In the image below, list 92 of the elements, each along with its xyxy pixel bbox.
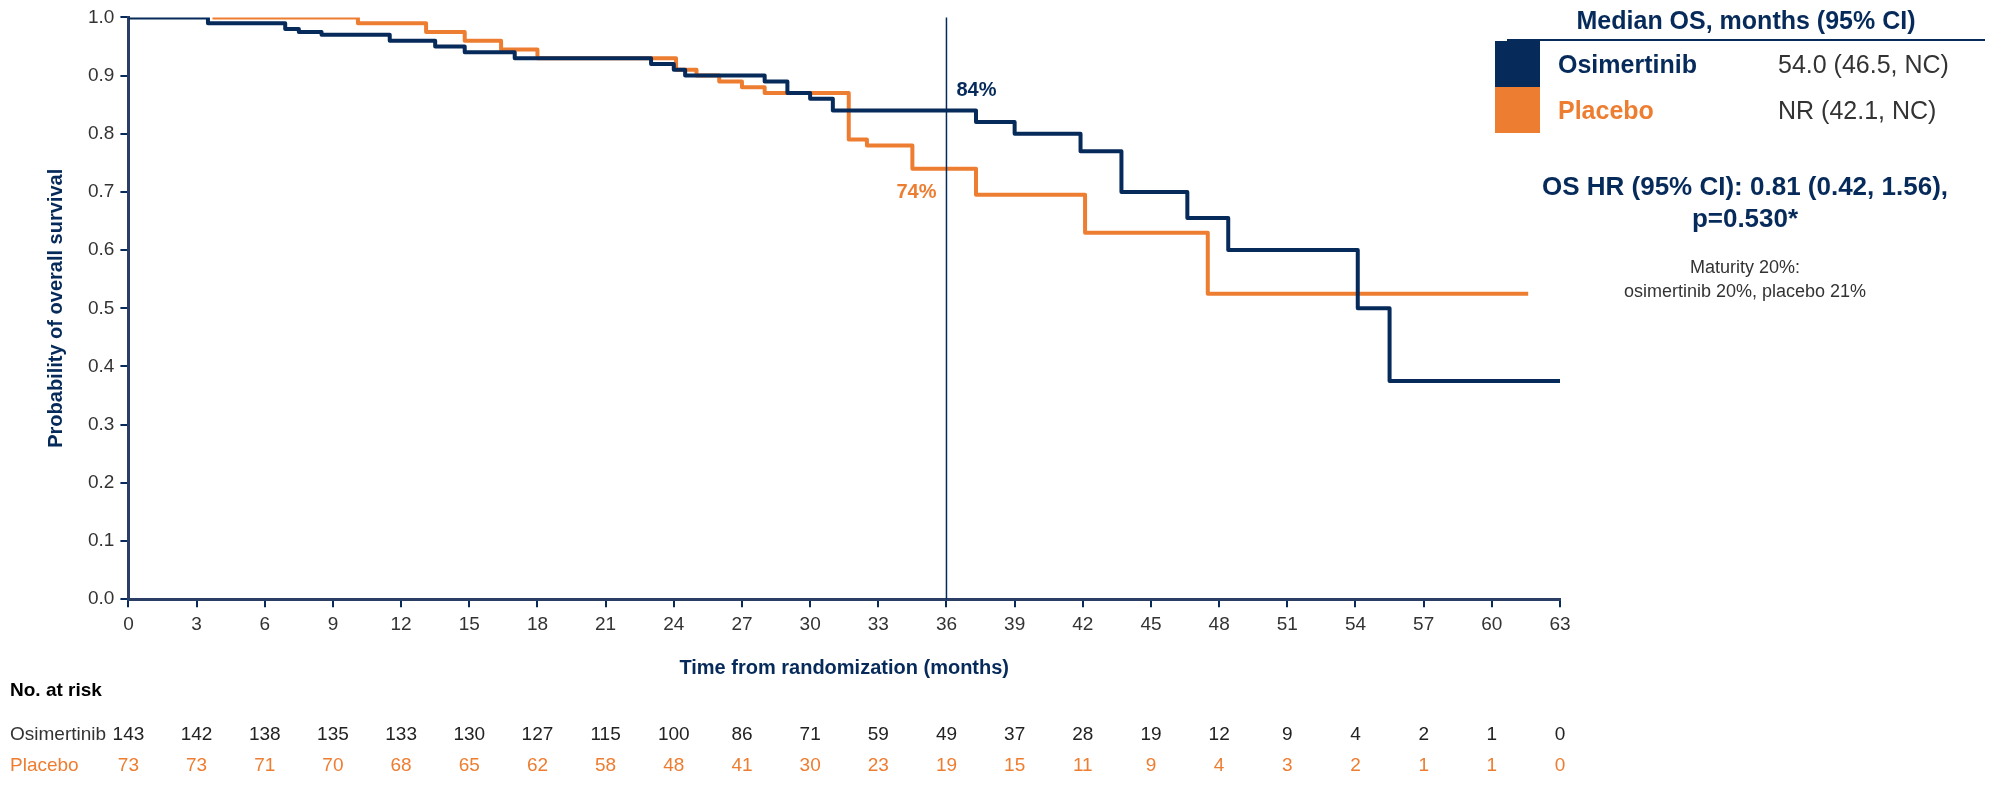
y-tick-label: 0.8 bbox=[87, 121, 115, 143]
text: 37 bbox=[1004, 723, 1026, 745]
x-axis-title: Time from randomization (months) bbox=[679, 655, 1010, 678]
text: 73 bbox=[186, 754, 208, 776]
text: 49 bbox=[935, 723, 958, 745]
text: 130 bbox=[453, 723, 486, 745]
text: 71 bbox=[254, 754, 276, 776]
text: 73 bbox=[117, 754, 139, 776]
text: 58 bbox=[595, 754, 617, 776]
x-tick-label: 33 bbox=[867, 612, 889, 634]
text: 15 bbox=[1004, 754, 1026, 776]
text: 100 bbox=[657, 723, 690, 745]
text: 41 bbox=[731, 754, 753, 776]
text: 135 bbox=[317, 723, 349, 745]
text: 115 bbox=[590, 723, 621, 745]
text: osimertinib 20%, placebo 21% bbox=[1622, 280, 1868, 303]
x-tick-label: 30 bbox=[799, 612, 821, 634]
x-tick-label: 21 bbox=[595, 612, 617, 634]
x-tick-label: 15 bbox=[458, 612, 480, 634]
legend-label: Osimertinib bbox=[1558, 49, 1698, 79]
text: 1 bbox=[1486, 723, 1498, 745]
x-tick-label: 60 bbox=[1481, 612, 1503, 634]
x-tick-label: 0 bbox=[123, 612, 134, 634]
x-tick-label: 48 bbox=[1208, 612, 1230, 634]
x-tick-label: 12 bbox=[390, 612, 412, 634]
text: 9 bbox=[1282, 723, 1293, 745]
text: Maturity 20%: bbox=[1688, 256, 1801, 279]
y-tick-label: 0.2 bbox=[87, 471, 115, 493]
text: 68 bbox=[390, 754, 412, 776]
text: 4 bbox=[1350, 723, 1362, 745]
y-tick-label: 1.0 bbox=[87, 5, 115, 27]
x-tick-label: 24 bbox=[663, 612, 685, 634]
text: 71 bbox=[799, 723, 821, 745]
x-tick-label: 51 bbox=[1276, 612, 1298, 634]
text: 70 bbox=[322, 754, 344, 776]
legend-label: Placebo bbox=[1558, 95, 1655, 125]
text: No. at risk bbox=[10, 679, 103, 701]
text: 12 bbox=[1208, 723, 1230, 745]
text: 65 bbox=[458, 754, 480, 776]
text: NR (42.1, NC) bbox=[1778, 95, 1937, 125]
x-tick-label: 57 bbox=[1413, 612, 1435, 634]
text: 1 bbox=[1486, 754, 1498, 776]
text: 59 bbox=[867, 723, 889, 745]
text: Placebo bbox=[10, 754, 79, 776]
text: 23 bbox=[867, 754, 889, 776]
x-tick-label: 54 bbox=[1344, 612, 1367, 634]
annotation: 84% bbox=[956, 78, 997, 100]
x-tick-label: 18 bbox=[526, 612, 549, 634]
text: 133 bbox=[385, 723, 417, 745]
x-tick-label: 9 bbox=[327, 612, 339, 634]
text: 1 bbox=[1418, 754, 1429, 776]
x-tick-label: 42 bbox=[1072, 612, 1094, 634]
annotation: OS HR (95% CI): 0.81 (0.42, 1.56), p=0.530* bbox=[1540, 170, 1949, 234]
legend-title: Median OS, months (95% CI) bbox=[1575, 6, 1917, 36]
text: 127 bbox=[521, 723, 554, 745]
x-tick-label: 45 bbox=[1140, 612, 1162, 634]
annotation: 74% bbox=[896, 180, 937, 203]
text: 30 bbox=[799, 754, 821, 776]
text: 86 bbox=[731, 723, 753, 745]
text: 4 bbox=[1213, 754, 1225, 776]
text: 54.0 (46.5, NC) bbox=[1778, 49, 1949, 79]
x-tick-label: 6 bbox=[259, 612, 271, 634]
y-tick-label: 0.6 bbox=[87, 238, 115, 260]
x-tick-label: 63 bbox=[1549, 612, 1571, 634]
text: 19 bbox=[935, 754, 958, 776]
text: 19 bbox=[1140, 723, 1162, 745]
x-tick-label: 3 bbox=[191, 612, 202, 634]
text: 2 bbox=[1350, 754, 1361, 776]
text: 2 bbox=[1418, 723, 1429, 745]
y-tick-label: 0.3 bbox=[87, 412, 115, 434]
text: 9 bbox=[1145, 754, 1157, 776]
y-tick-label: 0.4 bbox=[87, 354, 115, 376]
y-tick-label: 0.1 bbox=[87, 529, 115, 551]
text: 138 bbox=[248, 723, 281, 745]
x-tick-label: 27 bbox=[731, 612, 753, 634]
text: 0 bbox=[1554, 754, 1566, 776]
text: 28 bbox=[1072, 723, 1094, 745]
text: 11 bbox=[1072, 754, 1093, 776]
y-tick-label: 0.5 bbox=[87, 296, 115, 318]
text: 142 bbox=[180, 723, 213, 745]
y-tick-label: 0.0 bbox=[87, 587, 115, 609]
x-tick-label: 39 bbox=[1004, 612, 1026, 634]
x-tick-label: 36 bbox=[935, 612, 958, 634]
y-tick-label: 0.9 bbox=[87, 63, 115, 85]
text: Osimertinib bbox=[10, 723, 107, 745]
y-axis-title: Probability of overall survival bbox=[43, 168, 66, 448]
text: 3 bbox=[1282, 754, 1293, 776]
text: 0 bbox=[1554, 723, 1566, 745]
text: 48 bbox=[663, 754, 685, 776]
text: 143 bbox=[112, 723, 145, 745]
y-tick-label: 0.7 bbox=[87, 180, 115, 202]
text: 62 bbox=[526, 754, 549, 776]
